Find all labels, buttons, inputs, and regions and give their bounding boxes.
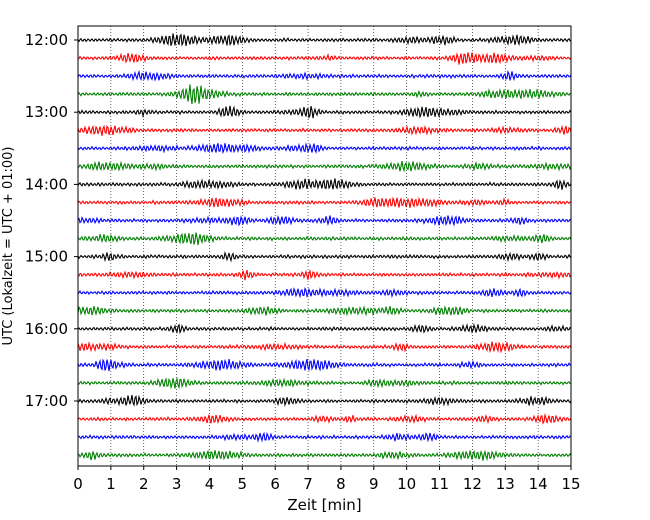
x-tick-label: 1 [106,475,116,493]
trace-1400 [77,178,572,190]
seismogram-traces [77,33,572,462]
x-tick-label: 6 [270,475,280,493]
trace-1530 [77,287,572,299]
x-tick-label: 5 [238,475,248,493]
trace-1730 [77,431,572,443]
x-axis-label: Zeit [min] [287,496,361,514]
x-axis-ticks: 0 1 2 3 4 5 6 7 8 9 10 11 12 13 14 15 [73,466,581,493]
plot-frame [77,25,572,467]
y-axis-label: UTC (Lokalzeit = UTC + 01:00) [1,147,16,346]
trace-1715 [77,413,572,425]
x-tick-label: 14 [529,475,548,493]
plot-background [78,26,571,466]
x-tick-label: 2 [139,475,149,493]
x-tick-label: 8 [336,475,346,493]
trace-1515 [77,269,572,281]
y-axis-ticks: 12:00 13:00 14:00 15:00 16:00 17:00 [25,31,78,410]
x-tick-label: 7 [303,475,313,493]
trace-1345 [77,160,572,173]
trace-1245 [77,84,572,105]
trace-1615 [77,341,572,354]
y-tick-label: 13:00 [25,103,68,121]
trace-1600 [77,322,572,335]
x-tick-label: 10 [397,475,416,493]
y-tick-label: 17:00 [25,392,68,410]
trace-1700 [77,394,572,407]
x-tick-label: 12 [463,475,482,493]
trace-1230 [77,69,572,82]
x-tick-label: 0 [73,475,83,493]
trace-1215 [77,52,572,65]
trace-1315 [77,124,572,136]
x-tick-label: 3 [172,475,182,493]
y-tick-label: 12:00 [25,31,68,49]
trace-1745 [77,449,572,462]
y-tick-label: 15:00 [25,248,68,266]
trace-1430 [77,214,572,227]
y-tick-label: 16:00 [25,320,68,338]
x-tick-label: 4 [205,475,215,493]
trace-1445 [77,232,572,246]
x-tick-label: 15 [561,475,580,493]
trace-1545 [77,305,572,317]
trace-1300 [77,105,572,120]
trace-1630 [77,358,572,372]
x-tick-label: 11 [430,475,449,493]
grid-lines [110,26,539,466]
x-tick-label: 13 [496,475,515,493]
y-tick-label: 14:00 [25,175,68,193]
x-tick-label: 9 [369,475,379,493]
trace-1415 [77,196,572,209]
trace-1330 [77,142,572,155]
trace-1645 [77,376,572,390]
trace-1500 [77,250,572,263]
trace-1200 [77,33,572,47]
